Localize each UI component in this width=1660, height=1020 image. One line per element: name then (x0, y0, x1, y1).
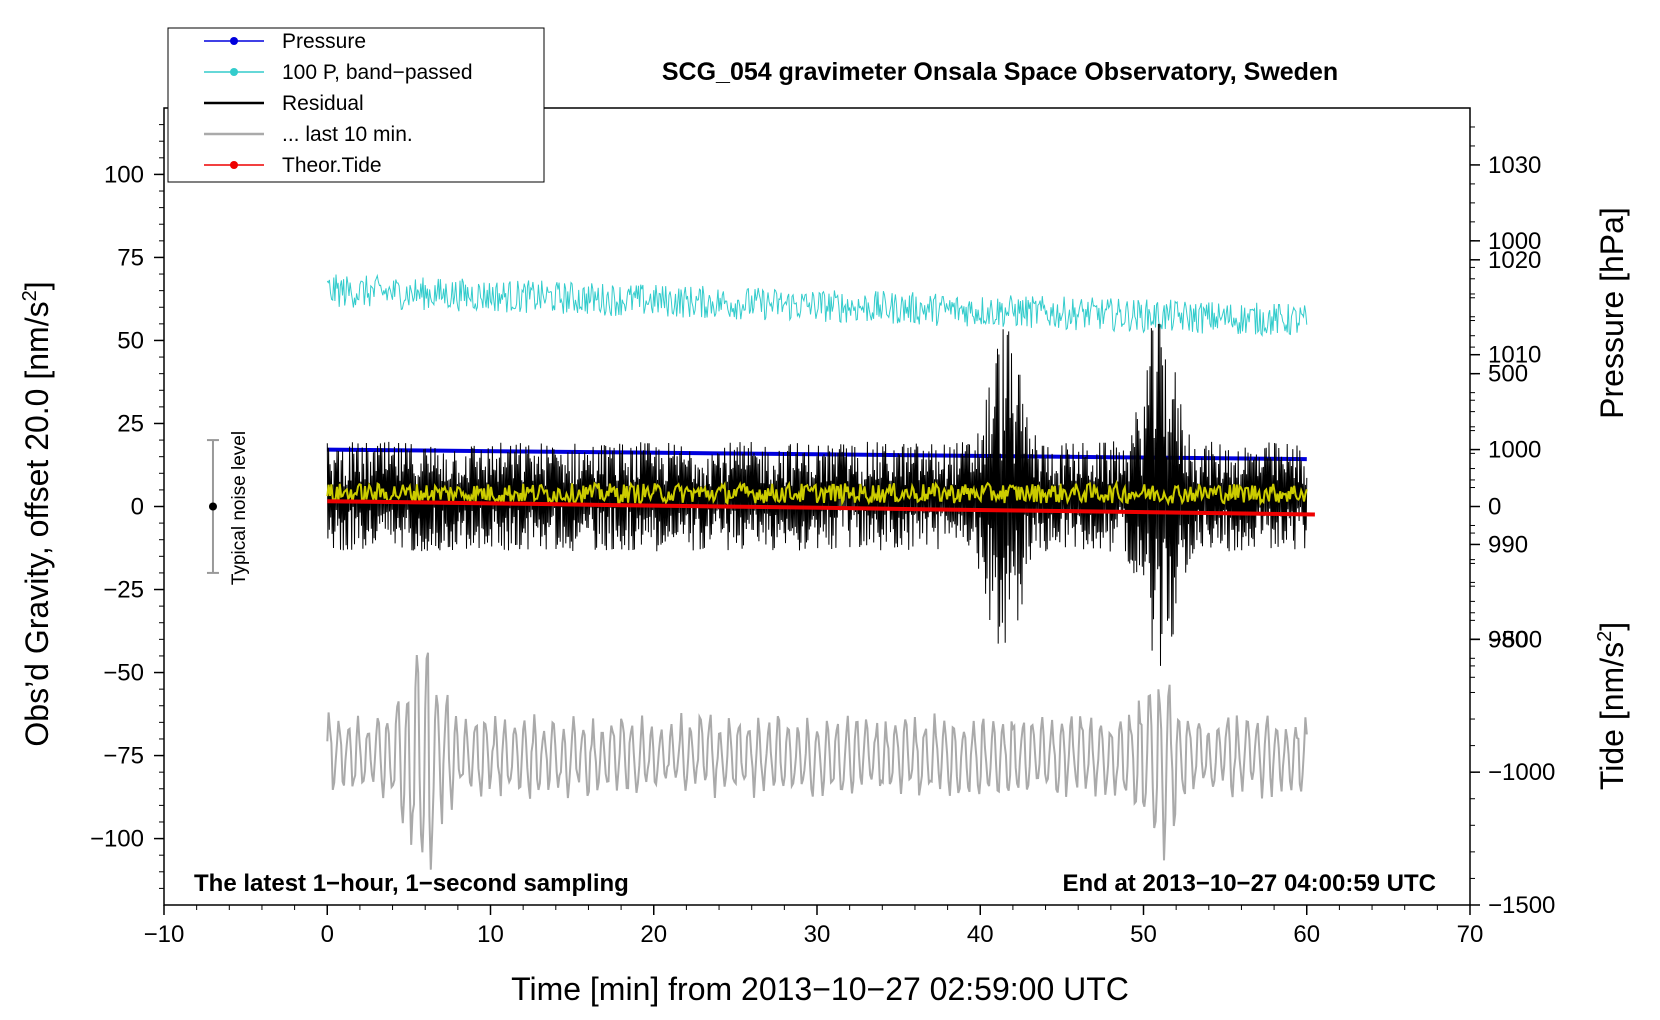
x-tick-label: −10 (144, 921, 185, 948)
legend: Pressure 100 P, band−passed Residual ... la… (167, 27, 545, 183)
x-tick-label: 70 (1457, 921, 1484, 948)
noise-level-label: Typical noise level (229, 431, 250, 585)
tide-tick-label: −1500 (1488, 892, 1555, 919)
series-pressure (327, 447, 1307, 462)
series-residual-smoothed (326, 479, 1308, 507)
tide-axis-label: Tide [nm/s2] (1594, 622, 1630, 790)
y-left-tick-label: 50 (117, 327, 144, 354)
x-tick-label: 50 (1130, 921, 1157, 948)
y-axis-left-label-end: ] (19, 281, 55, 290)
pressure-tick-label: 1030 (1488, 152, 1541, 179)
pressure-tick-label: 1000 (1488, 437, 1541, 464)
series-band-passed-pressure (326, 273, 1308, 338)
legend-box (167, 27, 545, 183)
y-left-tick-label: −25 (103, 577, 144, 604)
x-tick-label: 30 (804, 921, 831, 948)
legend-label: 100 P, band−passed (282, 61, 473, 84)
y-left-tick-label: 0 (131, 494, 144, 521)
y-axis-left-label: Obs’d Gravity, offset 20.0 [nm/s2] (19, 281, 55, 746)
tide-tick-label: 0 (1488, 494, 1501, 521)
legend-swatch-dot (230, 68, 238, 76)
legend-label: ... last 10 min. (282, 123, 413, 146)
tide-axis-label-end: ] (1594, 622, 1630, 631)
x-tick-label: 20 (640, 921, 667, 948)
legend-swatch-dot (230, 37, 238, 45)
noise-level-indicator (206, 439, 219, 574)
pressure-tick-label: 1020 (1488, 247, 1541, 274)
pressure-axis-label: Pressure [hPa] (1594, 207, 1630, 419)
y-left-tick-label: −50 (103, 660, 144, 687)
y-left-tick-label: 75 (117, 244, 144, 271)
series-last-10-min (326, 652, 1308, 870)
x-tick-label: 60 (1293, 921, 1320, 948)
series-residual (326, 323, 1308, 666)
axes-layer: −10 0 10 20 30 40 50 60 701007550250−25−50−75−10… (90, 124, 1555, 948)
y-axis-left-label-sup: 2 (19, 290, 41, 301)
pressure-tick-label: 1010 (1488, 342, 1541, 369)
y-left-tick-label: −75 (103, 743, 144, 770)
tide-axis-label-sup: 2 (1594, 631, 1616, 642)
y-left-tick-label: −100 (90, 826, 144, 853)
y-left-tick-label: 25 (117, 410, 144, 437)
noise-center-dot (208, 502, 217, 511)
legend-label: Theor.Tide (282, 154, 382, 177)
tide-tick-label: 1000 (1488, 228, 1541, 255)
x-tick-label: 10 (477, 921, 504, 948)
tide-tick-label: −1000 (1488, 759, 1555, 786)
pressure-tick-label: 980 (1488, 626, 1528, 653)
series-theor-tide (327, 499, 1315, 517)
legend-label: Pressure (282, 30, 366, 53)
legend-swatch-dot (230, 161, 238, 169)
chart-title: SCG_054 gravimeter Onsala Space Observat… (662, 58, 1338, 86)
tide-tick-label: 500 (1488, 361, 1528, 388)
y-left-tick-label: 100 (104, 161, 144, 188)
annotation-left: The latest 1−hour, 1−second sampling (194, 870, 629, 897)
annotation-right: End at 2013−10−27 04:00:59 UTC (1062, 870, 1436, 897)
legend-label: Residual (282, 92, 364, 115)
x-tick-label: 40 (967, 921, 994, 948)
x-tick-label: 0 (321, 921, 334, 948)
tide-axis-label-main: Tide [nm/s (1594, 642, 1630, 790)
y-axis-left-label-main: Obs’d Gravity, offset 20.0 [nm/s (19, 301, 55, 746)
tide-tick-label: −500 (1488, 626, 1542, 653)
series-layer (326, 273, 1315, 870)
x-axis-label: Time [min] from 2013−10−27 02:59:00 UTC (511, 971, 1129, 1007)
pressure-tick-label: 990 (1488, 531, 1528, 558)
